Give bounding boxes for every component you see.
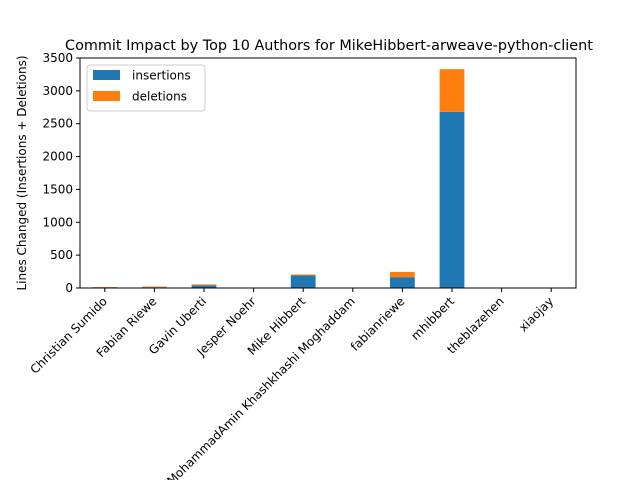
x-tick-label: xiaojay <box>516 294 556 334</box>
x-tick-label: mhibbert <box>408 294 457 343</box>
legend-swatch-deletions <box>93 91 120 101</box>
bars-layer <box>92 69 564 288</box>
y-tick-label: 2000 <box>42 150 73 164</box>
x-tick-label: MohammadAmin Khashkhashi Moghaddam <box>164 294 358 480</box>
legend-label-insertions: insertions <box>132 69 191 83</box>
legend-swatch-insertions <box>93 70 120 80</box>
legend-label-deletions: deletions <box>132 90 187 104</box>
bar-insertions-4 <box>290 275 316 288</box>
x-tick-label: Christian Sumido <box>28 294 110 376</box>
bar-deletions-7 <box>439 69 465 112</box>
y-tick-label: 1000 <box>42 215 73 229</box>
y-tick-label: 3000 <box>42 84 73 98</box>
bar-deletions-1 <box>142 286 167 288</box>
legend: insertions deletions <box>86 64 206 112</box>
bar-deletions-6 <box>390 271 415 278</box>
bar-insertions-7 <box>439 111 465 288</box>
bar-insertions-2 <box>191 285 217 288</box>
bar-deletions-4 <box>290 274 316 276</box>
chart-title: Commit Impact by Top 10 Authors for Mike… <box>65 38 593 54</box>
bar-deletions-2 <box>191 284 217 286</box>
y-axis: 0 500 1000 1500 2000 2500 3000 3500 <box>42 51 80 295</box>
axes-frame <box>79 57 577 289</box>
bar-insertions-6 <box>390 277 415 288</box>
y-tick-label: 3500 <box>42 51 73 65</box>
y-tick-label: 0 <box>65 281 73 295</box>
y-tick-label: 2500 <box>42 117 73 131</box>
y-tick-label: 500 <box>50 248 73 262</box>
y-tick-label: 1500 <box>42 182 73 196</box>
plot-area <box>79 57 577 289</box>
y-axis-label: Lines Changed (Insertions + Deletions) <box>15 55 29 290</box>
